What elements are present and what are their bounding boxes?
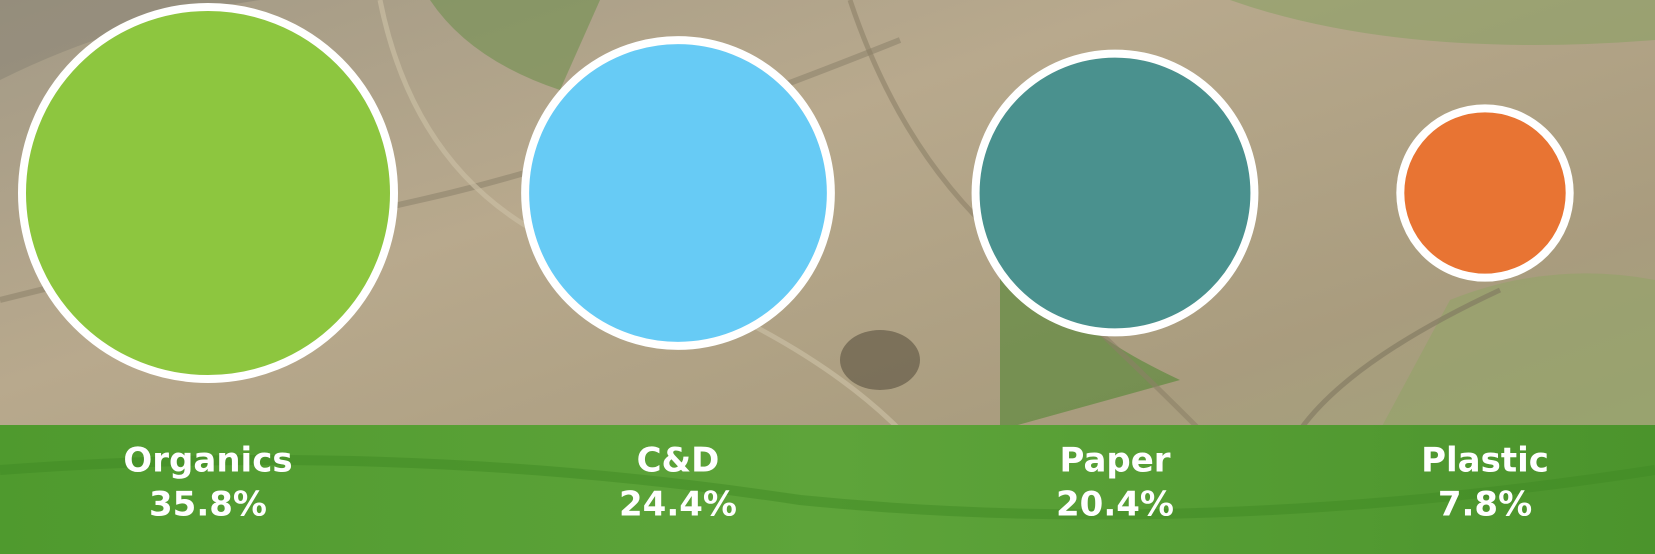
category-label: C&D: [637, 441, 720, 481]
category-label: Organics: [123, 441, 292, 481]
value-label: 24.4%: [619, 485, 737, 525]
bubble: [976, 54, 1255, 333]
page: Organics35.8% C&D24.4% Paper20.4% Plastic7.…: [0, 0, 1655, 554]
category-label: Paper: [1059, 441, 1170, 481]
value-label: 35.8%: [149, 485, 267, 525]
chart: Organics35.8% C&D24.4% Paper20.4% Plastic7.…: [0, 0, 1655, 554]
bubble: [525, 40, 831, 346]
bubble: [22, 7, 394, 379]
value-label: 20.4%: [1056, 485, 1174, 525]
bubble: [1400, 108, 1569, 277]
value-label: 7.8%: [1438, 485, 1532, 525]
category-label: Plastic: [1421, 441, 1549, 481]
